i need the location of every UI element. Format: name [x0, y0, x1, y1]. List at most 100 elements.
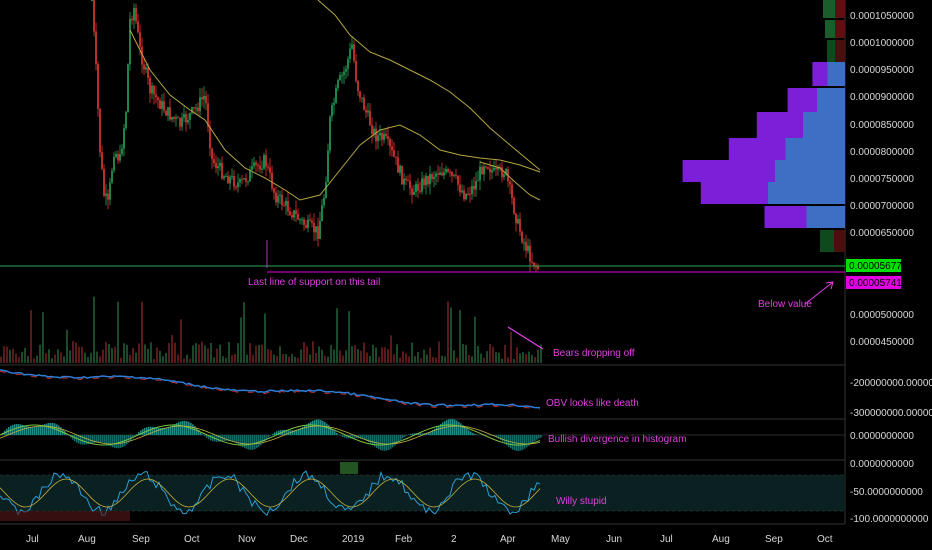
macd-histogram-bar [398, 435, 400, 443]
willr-tick: -50.0000000000 [850, 487, 923, 498]
candle [509, 181, 511, 185]
candle [213, 159, 215, 164]
macd-histogram-bar [450, 419, 452, 435]
obv-indicator [0, 369, 541, 410]
volume-bar [405, 353, 407, 363]
macd-histogram-bar [166, 427, 168, 435]
volume-bar [330, 345, 332, 363]
macd-histogram-bar [328, 425, 330, 435]
macd-histogram-bar [518, 435, 520, 451]
volume-bar [270, 349, 272, 363]
profile-block-red [834, 230, 845, 252]
price-axis[interactable]: 0.0001050000 0.0001000000 0.0000950000 0… [846, 11, 932, 525]
volume-bar [3, 346, 5, 363]
candle [169, 107, 171, 120]
candle [347, 58, 349, 69]
macd-histogram-bar [428, 432, 430, 435]
time-axis[interactable]: Jul Aug Sep Oct Nov Dec 2019 Feb 2 Apr M… [26, 534, 833, 545]
candle [241, 179, 243, 181]
macd-histogram-bar [440, 423, 442, 435]
macd-histogram-bar [292, 430, 294, 435]
candle [177, 117, 179, 119]
macd-histogram-bar [376, 435, 378, 448]
volume-bar [39, 344, 41, 363]
profile-bar-blue [768, 182, 845, 204]
volume-bar [480, 353, 482, 363]
volume-bar [27, 355, 29, 363]
candle [365, 110, 367, 113]
macd-histogram-bar [240, 435, 242, 446]
candle [273, 188, 275, 193]
volume-bar [180, 319, 182, 363]
macd-histogram-bar [438, 425, 440, 435]
candle [151, 85, 153, 94]
profile-bar-blue [775, 160, 845, 182]
macd-histogram-bar [288, 430, 290, 435]
candle [415, 183, 417, 192]
macd-histogram-bar [180, 421, 182, 435]
candle [439, 172, 441, 175]
macd-histogram-bar [112, 435, 114, 448]
volume-bar [300, 349, 302, 363]
macd-histogram-bar [256, 435, 258, 449]
candle [317, 226, 319, 239]
macd-histogram-bar [26, 426, 28, 435]
macd-histogram-bar [502, 435, 504, 442]
macd-histogram-bar [358, 435, 360, 439]
candle [537, 266, 539, 269]
volume-bar [258, 345, 260, 363]
macd-histogram-bar [16, 424, 18, 435]
obv-signal-line [0, 370, 541, 410]
candle [399, 165, 401, 173]
candle [149, 78, 151, 94]
candle [167, 107, 169, 116]
volume-bar [192, 345, 194, 363]
volume-bar [477, 345, 479, 363]
macd-histogram-bar [294, 430, 296, 435]
profile-block-red [835, 0, 845, 18]
volume-bar [492, 346, 494, 363]
candle [425, 175, 427, 186]
macd-histogram-bar [528, 435, 530, 446]
candle [281, 194, 283, 206]
candle [491, 170, 493, 173]
macd-histogram-bar [316, 419, 318, 435]
volume-bar [483, 357, 485, 363]
profile-bar-purple [812, 62, 828, 86]
y-tick: 0.0000750000 [850, 174, 914, 185]
macd-histogram-bar [192, 424, 194, 435]
macd-histogram-bar [384, 435, 386, 451]
macd-histogram-bar [444, 421, 446, 435]
volume-bar [348, 311, 350, 363]
volume-bar [33, 358, 35, 363]
volume-bar [141, 301, 143, 363]
volume-bar [264, 313, 266, 363]
macd-histogram-bar [118, 435, 120, 449]
candle [183, 114, 185, 118]
volume-bar [408, 356, 410, 363]
macd-histogram-bar [310, 421, 312, 435]
volume-bar [366, 352, 368, 363]
macd-histogram-bar [504, 435, 506, 444]
volume-bar [66, 329, 68, 363]
volume-bar [357, 349, 359, 363]
macd-histogram-bar [298, 428, 300, 435]
macd-histogram-bar [248, 435, 250, 450]
candle [359, 91, 361, 98]
candle [527, 245, 529, 251]
volume-bar [222, 356, 224, 363]
macd-histogram-bar [194, 426, 196, 435]
volume-bar [36, 355, 38, 363]
volume-bar [273, 354, 275, 363]
candle [263, 155, 265, 169]
macd-histogram-bar [216, 435, 218, 442]
macd-histogram-bar [500, 435, 502, 441]
candle [321, 205, 323, 221]
candle [499, 166, 501, 168]
candle [107, 193, 109, 200]
macd-histogram-bar [182, 420, 184, 435]
volume-bar [165, 352, 167, 363]
macd-histogram-bar [154, 427, 156, 435]
candle [469, 193, 471, 195]
